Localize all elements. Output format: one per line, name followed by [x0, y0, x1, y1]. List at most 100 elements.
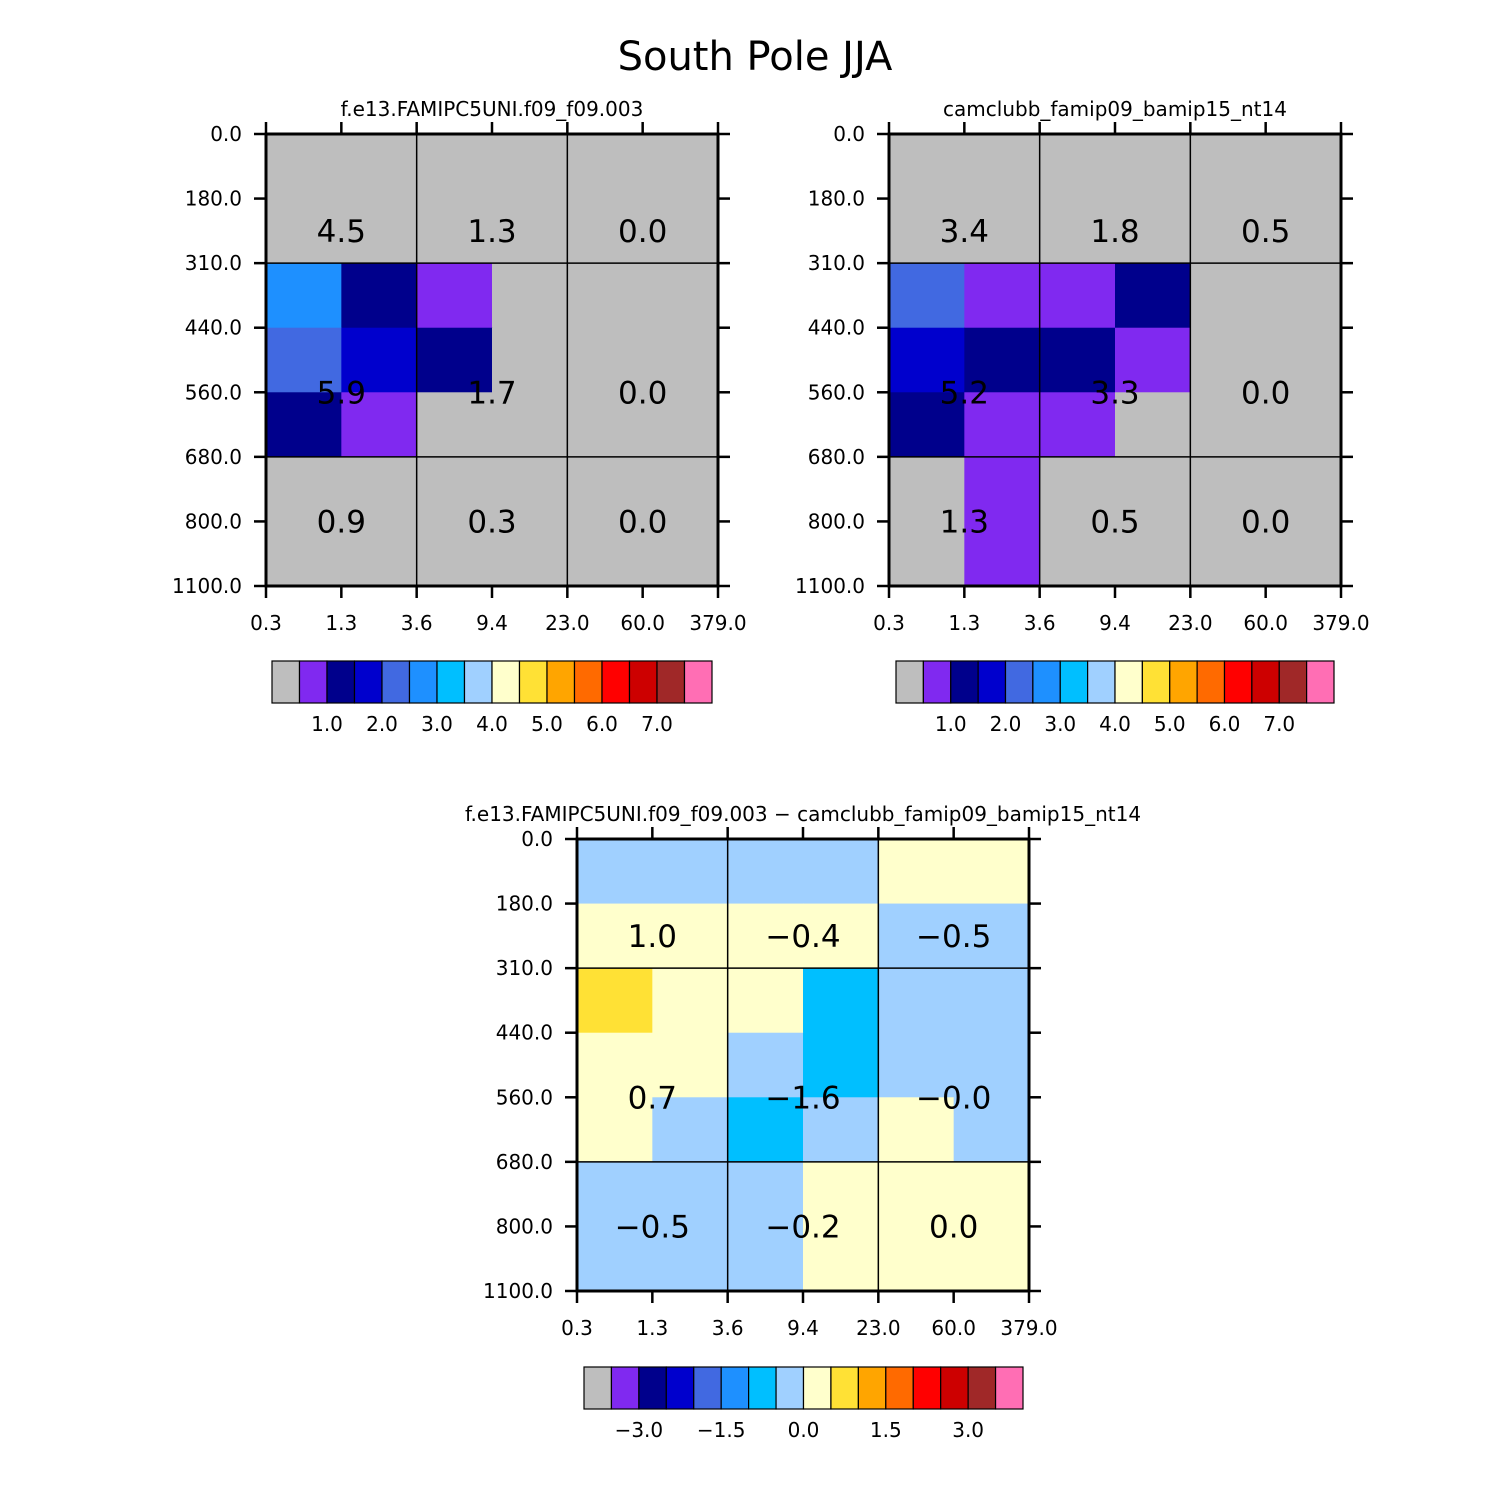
colorbar-swatch [1032, 660, 1061, 704]
colorbar-swatch [940, 1366, 969, 1410]
cell-value-label: 4.5 [317, 214, 366, 250]
colorbar-swatch [1087, 660, 1116, 704]
x-tick-label: 0.3 [250, 611, 282, 635]
colorbar-tick-label: 2.0 [366, 712, 398, 736]
heatmap-cell [652, 839, 729, 905]
colorbar-swatch [1196, 660, 1226, 704]
x-tick-label: 9.4 [787, 1316, 819, 1340]
heatmap-cell [878, 1161, 955, 1292]
heatmap-cell [953, 903, 1030, 969]
y-tick-label: 560.0 [496, 1085, 553, 1109]
colorbar-tick-label: 3.0 [952, 1418, 984, 1442]
colorbar-swatch [1251, 660, 1280, 704]
heatmap-cell [803, 1097, 879, 1163]
colorbar-swatch [775, 1366, 805, 1410]
heatmap-cell [492, 198, 568, 264]
colorbar-tick-label: −3.0 [615, 1418, 664, 1442]
colorbar-swatch [353, 660, 383, 704]
heatmap-cell [1039, 327, 1116, 393]
colorbar-swatch [601, 660, 631, 704]
x-tick-label: 23.0 [1168, 611, 1213, 635]
cell-value-label: 0.5 [1090, 504, 1139, 540]
heatmap-cell [889, 263, 965, 329]
cell-value-label: 0.0 [929, 1209, 978, 1245]
heatmap-cell [1265, 456, 1342, 587]
heatmap-cell [492, 327, 568, 393]
colorbar-tick-label: 3.0 [421, 712, 453, 736]
colorbar-swatch [298, 660, 328, 704]
cell-value-label: 0.5 [1241, 214, 1290, 250]
cell-value-label: 0.0 [618, 504, 667, 540]
heatmap-cell [1190, 263, 1267, 329]
colorbar-tick-label: 6.0 [586, 712, 618, 736]
heatmap-cell [567, 198, 644, 264]
panel-title: f.e13.FAMIPC5UNI.f09_f09.003 − camclubb_… [465, 802, 1141, 826]
y-tick-label: 310.0 [808, 251, 865, 275]
x-tick-label: 0.3 [561, 1316, 593, 1340]
heatmap-cell [341, 456, 418, 587]
heatmap-cell [577, 1161, 653, 1292]
heatmap-cell [803, 1161, 879, 1292]
colorbar-tick-label: 5.0 [1154, 712, 1186, 736]
heatmap-cell [727, 1161, 804, 1292]
y-tick-label: 800.0 [496, 1214, 553, 1238]
colorbar-swatch [720, 1366, 750, 1410]
x-tick-label: 60.0 [1243, 611, 1288, 635]
colorbar-swatch [895, 660, 924, 704]
heatmap-cell [803, 903, 879, 969]
heatmap-cell [642, 392, 719, 458]
heatmap-cell [964, 392, 1041, 458]
colorbar-swatch [857, 1366, 887, 1410]
cell-value-label: 0.0 [1241, 504, 1290, 540]
heatmap-cell [1115, 327, 1191, 393]
heatmap-cell [889, 456, 965, 587]
heatmap-cell [727, 903, 804, 969]
heatmap-cell [727, 839, 804, 905]
cell-value-label: 5.2 [940, 375, 989, 411]
heatmap-cell [1039, 392, 1116, 458]
heatmap-cell [266, 198, 342, 264]
cell-value-label: 0.7 [628, 1080, 677, 1116]
heatmap-cell [1039, 263, 1116, 329]
colorbar-tick-label: 6.0 [1209, 712, 1241, 736]
cell-value-label: 0.0 [618, 214, 667, 250]
colorbar-swatch [326, 660, 356, 704]
heatmap-cell [727, 1097, 804, 1163]
x-tick-label: 3.6 [1024, 611, 1056, 635]
colorbar-tick-label: 1.0 [311, 712, 343, 736]
x-tick-label: 1.3 [948, 611, 980, 635]
heatmap-cell [889, 392, 965, 458]
colorbar-swatch [656, 660, 686, 704]
colorbar-swatch [1306, 660, 1335, 704]
heatmap-cell [416, 392, 493, 458]
heatmap-cell [341, 263, 418, 329]
heatmap-cell [577, 1097, 653, 1163]
colorbar-swatch [546, 660, 576, 704]
colorbar-swatch [1114, 660, 1143, 704]
y-tick-label: 440.0 [185, 316, 242, 340]
heatmap-cell [642, 134, 719, 200]
colorbar-swatch [436, 660, 466, 704]
heatmap-cell [953, 839, 1030, 905]
heatmap-cell [878, 968, 955, 1034]
heatmap-cell [1190, 134, 1267, 200]
x-tick-label: 9.4 [476, 611, 508, 635]
heatmap-cell [642, 263, 719, 329]
y-tick-label: 440.0 [808, 316, 865, 340]
heatmap-cell [878, 839, 955, 905]
cell-value-label: 1.0 [628, 919, 677, 955]
heatmap-cell [266, 392, 342, 458]
heatmap-cell [416, 263, 493, 329]
x-tick-label: 23.0 [856, 1316, 901, 1340]
heatmap-cell [953, 1032, 1030, 1098]
heatmap-cell [1190, 392, 1267, 458]
heatmap-cell [1115, 134, 1191, 200]
y-tick-label: 560.0 [185, 380, 242, 404]
heatmap-cell [642, 198, 719, 264]
x-tick-label: 379.0 [1312, 611, 1369, 635]
heatmap-cell [567, 134, 644, 200]
cell-value-label: −0.2 [765, 1209, 840, 1245]
heatmap-cell [1115, 198, 1191, 264]
y-tick-label: 180.0 [808, 187, 865, 211]
cell-value-label: 3.4 [940, 214, 989, 250]
